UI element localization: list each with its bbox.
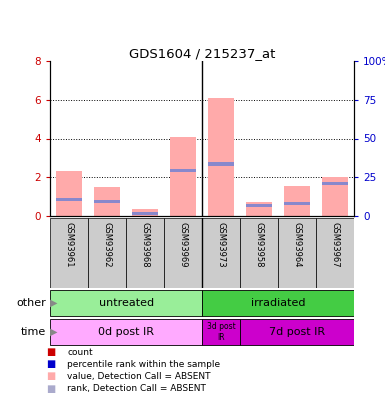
Text: GSM93969: GSM93969 [179, 222, 187, 267]
Text: rank, Detection Call = ABSENT: rank, Detection Call = ABSENT [67, 384, 206, 393]
Bar [208, 162, 234, 166]
Bar [240, 218, 278, 288]
Bar [278, 218, 316, 288]
Text: ■: ■ [46, 359, 55, 369]
Bar [202, 218, 240, 288]
Bar [88, 218, 126, 288]
Text: 3d post
IR: 3d post IR [207, 322, 236, 342]
Title: GDS1604 / 215237_at: GDS1604 / 215237_at [129, 47, 275, 60]
Text: GSM93968: GSM93968 [141, 222, 150, 267]
Text: GSM93964: GSM93964 [293, 222, 302, 267]
Bar [284, 186, 310, 216]
Bar [170, 136, 196, 216]
Bar [202, 290, 354, 316]
Bar [284, 202, 310, 205]
Bar [208, 98, 234, 216]
Text: irradiated: irradiated [251, 298, 305, 308]
Text: ▶: ▶ [50, 327, 57, 337]
Bar [322, 177, 348, 216]
Text: ▶: ▶ [50, 298, 57, 308]
Bar [240, 319, 354, 345]
Text: ■: ■ [46, 371, 55, 382]
Text: GSM93958: GSM93958 [254, 222, 264, 267]
Text: ■: ■ [46, 347, 55, 357]
Text: count: count [67, 347, 93, 356]
Text: time: time [21, 327, 46, 337]
Bar [202, 319, 240, 345]
Bar [164, 218, 202, 288]
Text: GSM93967: GSM93967 [331, 222, 340, 267]
Text: GSM93962: GSM93962 [102, 222, 112, 267]
Text: GSM93973: GSM93973 [217, 222, 226, 267]
Bar [50, 319, 202, 345]
Bar [50, 290, 202, 316]
Bar [246, 202, 273, 216]
Text: value, Detection Call = ABSENT: value, Detection Call = ABSENT [67, 372, 211, 381]
Text: percentile rank within the sample: percentile rank within the sample [67, 360, 221, 369]
Text: ■: ■ [46, 384, 55, 394]
Bar [246, 204, 273, 207]
Bar [50, 218, 88, 288]
Bar [94, 200, 121, 203]
Bar [56, 171, 82, 216]
Bar [132, 211, 158, 215]
Bar [322, 181, 348, 185]
Bar [126, 218, 164, 288]
Bar [132, 209, 158, 216]
Text: other: other [17, 298, 46, 308]
Text: 0d post IR: 0d post IR [98, 327, 154, 337]
Bar [94, 187, 121, 216]
Text: GSM93961: GSM93961 [65, 222, 74, 267]
Bar [170, 169, 196, 173]
Text: untreated: untreated [99, 298, 154, 308]
Bar [316, 218, 354, 288]
Bar [56, 198, 82, 201]
Text: 7d post IR: 7d post IR [269, 327, 325, 337]
